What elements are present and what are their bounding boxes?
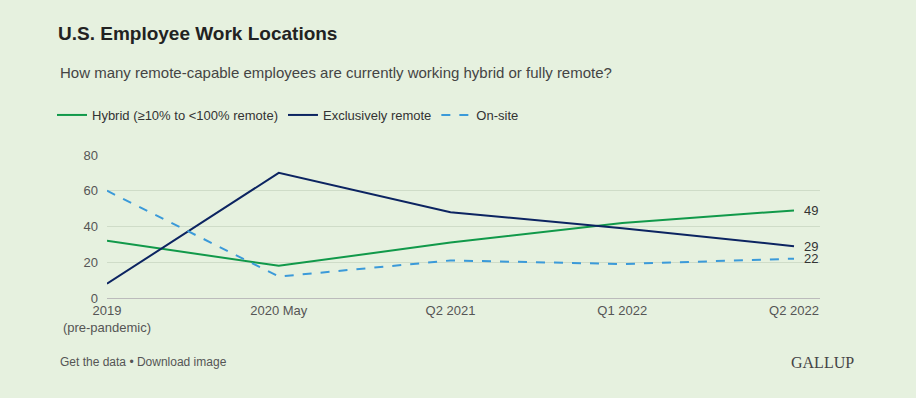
- svg-text:0: 0: [91, 291, 98, 306]
- svg-text:GALLUP: GALLUP: [791, 354, 854, 371]
- svg-text:Q2 2022: Q2 2022: [769, 303, 819, 318]
- svg-text:60: 60: [84, 183, 98, 198]
- svg-text:40: 40: [84, 219, 98, 234]
- svg-text:20: 20: [84, 255, 98, 270]
- svg-text:2020 May: 2020 May: [250, 303, 308, 318]
- svg-text:22: 22: [804, 251, 818, 266]
- svg-text:Q2 2021: Q2 2021: [426, 303, 476, 318]
- svg-text:Get the data • Download image: Get the data • Download image: [60, 355, 227, 369]
- svg-text:49: 49: [804, 203, 818, 218]
- svg-text:On-site: On-site: [476, 108, 518, 123]
- svg-text:80: 80: [84, 148, 98, 163]
- svg-text:Q1 2022: Q1 2022: [597, 303, 647, 318]
- svg-text:U.S. Employee Work Locations: U.S. Employee Work Locations: [58, 23, 337, 44]
- svg-text:How many remote-capable employ: How many remote-capable employees are cu…: [60, 64, 612, 81]
- svg-text:29: 29: [804, 239, 818, 254]
- svg-text:2019(pre-pandemic): 2019(pre-pandemic): [63, 303, 151, 335]
- svg-text:Hybrid (≥10% to <100% remote): Hybrid (≥10% to <100% remote): [92, 108, 278, 123]
- svg-text:Exclusively remote: Exclusively remote: [323, 108, 431, 123]
